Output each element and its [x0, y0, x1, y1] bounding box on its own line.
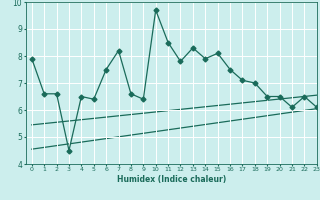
X-axis label: Humidex (Indice chaleur): Humidex (Indice chaleur)	[116, 175, 226, 184]
